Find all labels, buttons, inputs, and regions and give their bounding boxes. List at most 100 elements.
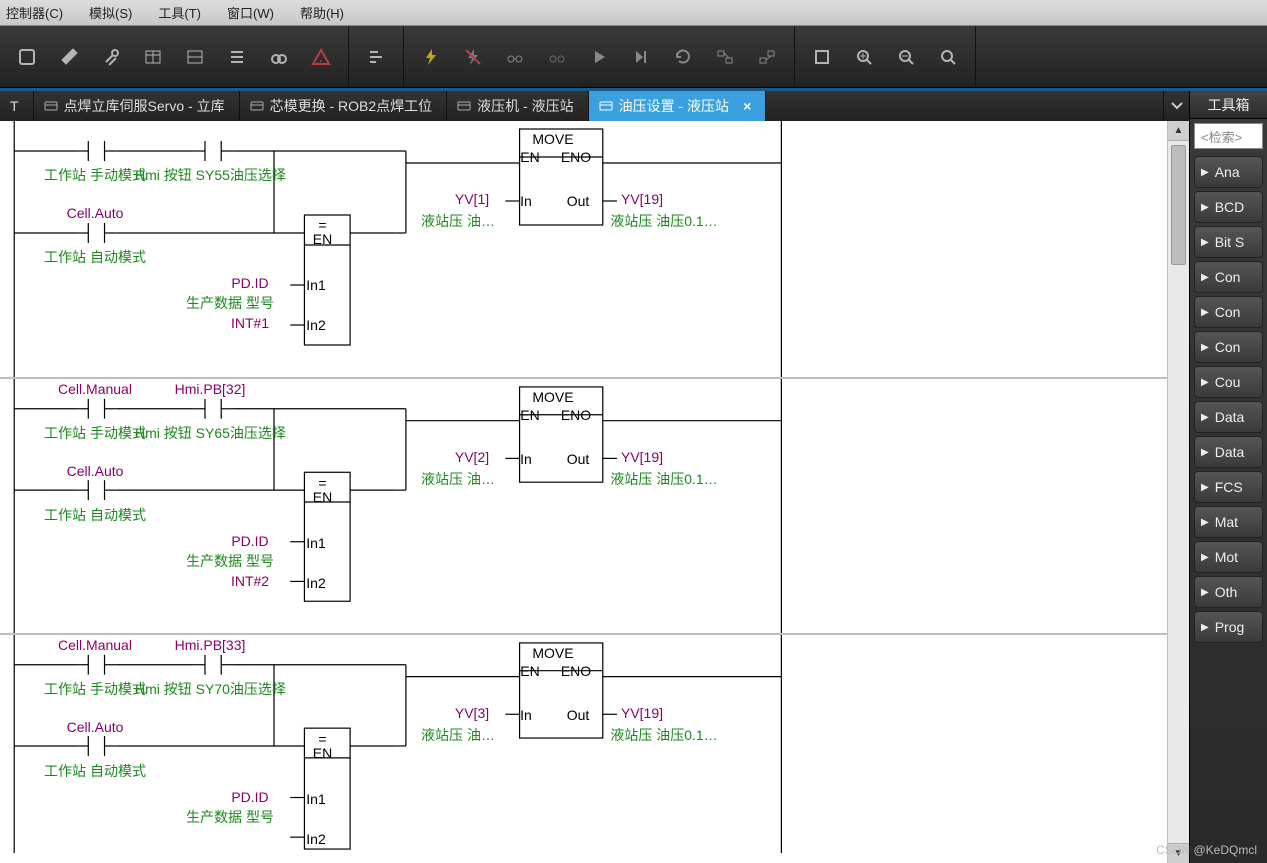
rungs-icon[interactable] — [220, 40, 254, 74]
category-label: Cou — [1215, 374, 1241, 390]
move-title: MOVE — [532, 645, 573, 661]
category-label: BCD — [1215, 199, 1245, 215]
expand-icon: ▶ — [1201, 447, 1209, 458]
document-tab[interactable]: 芯模更换 - ROB2点焊工位 — [240, 91, 448, 121]
move-out-var: YV[19] — [621, 449, 663, 465]
contact-var: Cell.Auto — [67, 719, 124, 735]
align-icon[interactable] — [359, 40, 393, 74]
expand-icon: ▶ — [1201, 167, 1209, 178]
toolbox-category[interactable]: ▶Ana — [1194, 156, 1263, 188]
expand-icon: ▶ — [1201, 412, 1209, 423]
scroll-up-icon[interactable]: ▲ — [1168, 121, 1189, 141]
menu-tools[interactable]: 工具(T) — [158, 3, 201, 22]
plc-icon[interactable] — [10, 40, 44, 74]
ladder-rung: Cell.ManualHmi.PB[31]工作站 手动模式Hmi 按钮 SY55… — [0, 121, 1167, 377]
contact-desc: 工作站 自动模式 — [44, 761, 146, 781]
toolbox-category[interactable]: ▶Con — [1194, 331, 1263, 363]
bolt-x-icon[interactable] — [456, 40, 490, 74]
toolbox-category[interactable]: ▶Oth — [1194, 576, 1263, 608]
zoom100-icon[interactable] — [931, 40, 965, 74]
document-tab[interactable]: 点焊立库伺服Servo - 立库 — [34, 91, 240, 121]
eq-in1-var: PD.ID — [231, 789, 268, 805]
zoom-out-icon[interactable] — [889, 40, 923, 74]
toolbox-category[interactable]: ▶Mat — [1194, 506, 1263, 538]
main-area: T 点焊立库伺服Servo - 立库芯模更换 - ROB2点焊工位液压机 - 液压… — [0, 88, 1267, 863]
warning-icon[interactable] — [304, 40, 338, 74]
hammer-icon[interactable] — [52, 40, 86, 74]
eq-in1-desc: 生产数据 型号 — [186, 551, 274, 571]
document-tab[interactable]: T — [0, 91, 34, 121]
toolbox-category[interactable]: ▶ Bit S — [1194, 226, 1263, 258]
contact-var: Cell.Auto — [67, 463, 124, 479]
glasses-icon[interactable] — [498, 40, 532, 74]
move-in: In — [520, 451, 532, 467]
menu-help[interactable]: 帮助(H) — [300, 3, 344, 22]
contact-desc: Hmi 按钮 SY70油压选择 — [135, 679, 285, 699]
net2-icon[interactable] — [750, 40, 784, 74]
ladder-canvas-wrap: Cell.ManualHmi.PB[31]工作站 手动模式Hmi 按钮 SY55… — [0, 121, 1189, 863]
step-icon[interactable] — [624, 40, 658, 74]
toolbox-category[interactable]: ▶BCD — [1194, 191, 1263, 223]
toolbox-category[interactable]: ▶Data — [1194, 401, 1263, 433]
ladder-rung: Cell.ManualHmi.PB[32]工作站 手动模式Hmi 按钮 SY65… — [0, 377, 1167, 633]
contact-var: Hmi.PB[33] — [175, 637, 246, 653]
menu-controller[interactable]: 控制器(C) — [6, 3, 63, 22]
zoom-in-icon[interactable] — [847, 40, 881, 74]
eq-in2-const: INT#2 — [231, 573, 269, 589]
toolbox-category[interactable]: ▶Mot — [1194, 541, 1263, 573]
menu-bar: 控制器(C) 模拟(S) 工具(T) 窗口(W) 帮助(H) — [0, 0, 1267, 26]
ladder-canvas: Cell.ManualHmi.PB[31]工作站 手动模式Hmi 按钮 SY55… — [0, 121, 1167, 863]
document-tab[interactable]: 液压机 - 液压站 — [447, 91, 588, 121]
toolbar — [0, 26, 1267, 88]
menu-simulate[interactable]: 模拟(S) — [89, 3, 132, 22]
toolbox-category[interactable]: ▶Con — [1194, 296, 1263, 328]
eq-in1: In1 — [306, 791, 325, 807]
table1-icon[interactable] — [136, 40, 170, 74]
category-label: Oth — [1215, 584, 1238, 600]
expand-icon: ▶ — [1201, 482, 1209, 493]
expand-icon: ▶ — [1201, 622, 1209, 633]
tab-close-icon[interactable]: × — [743, 98, 751, 114]
vertical-scrollbar[interactable]: ▲ ▼ — [1167, 121, 1189, 863]
eq-in2: In2 — [306, 317, 325, 333]
category-label: Con — [1215, 339, 1241, 355]
toolbox-category[interactable]: ▶Con — [1194, 261, 1263, 293]
move-out-var: YV[19] — [621, 191, 663, 207]
binoculars-icon[interactable] — [262, 40, 296, 74]
move-en: EN — [520, 149, 539, 165]
fit-icon[interactable] — [805, 40, 839, 74]
eq-in1-desc: 生产数据 型号 — [186, 807, 274, 827]
eq-en: EN — [313, 231, 332, 247]
net1-icon[interactable] — [708, 40, 742, 74]
menu-window[interactable]: 窗口(W) — [227, 3, 274, 22]
eq-in1-var: PD.ID — [231, 275, 268, 291]
refresh-icon[interactable] — [666, 40, 700, 74]
eq-en: EN — [313, 745, 332, 761]
glasses2-icon[interactable] — [540, 40, 574, 74]
tab-label: T — [10, 98, 19, 114]
category-label: Bit S — [1215, 234, 1245, 250]
expand-icon: ▶ — [1201, 307, 1209, 318]
toolbox-category[interactable]: ▶ FCS — [1194, 471, 1263, 503]
move-out-var: YV[19] — [621, 705, 663, 721]
wrenches-icon[interactable] — [94, 40, 128, 74]
toolbox-search[interactable]: <检索> — [1194, 123, 1263, 149]
toolbox-category[interactable]: ▶Cou — [1194, 366, 1263, 398]
watermark: CSDN @KeDQmcl — [1156, 843, 1257, 857]
table2-icon[interactable] — [178, 40, 212, 74]
expand-icon: ▶ — [1201, 517, 1209, 528]
expand-icon: ▶ — [1201, 237, 1209, 248]
document-tabs: T 点焊立库伺服Servo - 立库芯模更换 - ROB2点焊工位液压机 - 液压… — [0, 91, 1189, 121]
bolt-icon[interactable] — [414, 40, 448, 74]
contact-desc: Hmi 按钮 SY55油压选择 — [135, 165, 285, 185]
toolbox-category[interactable]: ▶Prog — [1194, 611, 1263, 643]
category-label: FCS — [1215, 479, 1243, 495]
toolbox-category[interactable]: ▶ Data — [1194, 436, 1263, 468]
document-tab[interactable]: 油压设置 - 液压站× — [589, 91, 767, 121]
play-icon[interactable] — [582, 40, 616, 74]
scroll-thumb[interactable] — [1171, 145, 1186, 265]
tabs-dropdown-icon[interactable] — [1163, 91, 1189, 121]
category-label: Data — [1215, 444, 1245, 460]
contact-desc: 工作站 手动模式 — [44, 165, 146, 185]
move-in-var: YV[1] — [455, 191, 489, 207]
